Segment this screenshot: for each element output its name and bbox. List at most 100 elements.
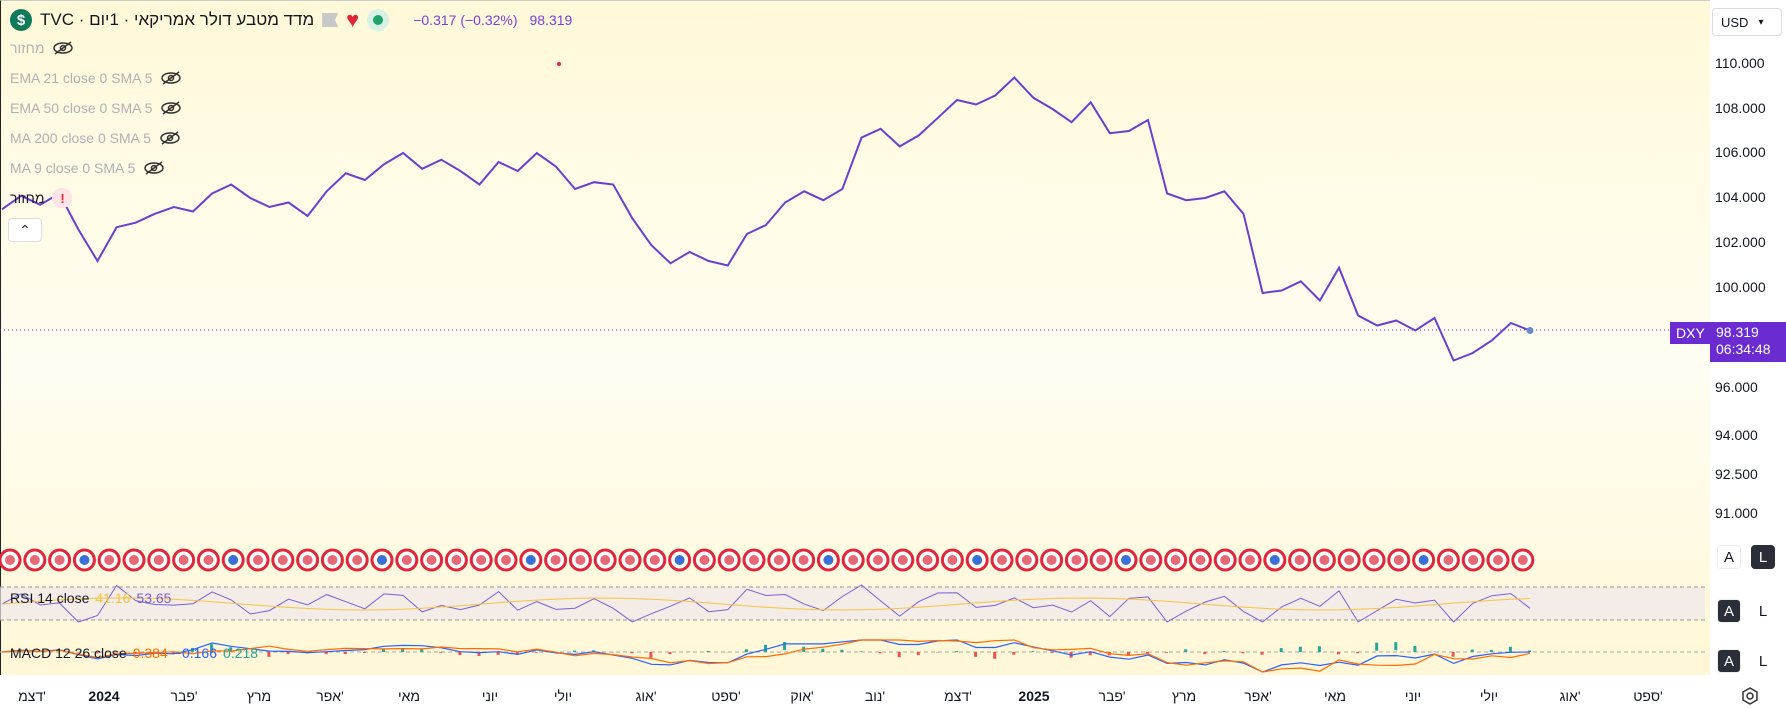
macd-histogram-bar [1146, 652, 1149, 654]
flag-icon[interactable] [322, 13, 339, 27]
macd-histogram-bar [1012, 652, 1016, 655]
event-flag-inner [1145, 555, 1156, 565]
eye-hidden-icon[interactable] [160, 70, 182, 86]
macd-legend[interactable]: MACD 12 26 close 0.384 −0.166 0.218 [10, 645, 258, 661]
event-flag-inner [699, 555, 710, 565]
log-scale-button[interactable]: L [1751, 545, 1775, 569]
macd-histogram-bar [878, 652, 882, 654]
event-flag-inner [5, 555, 15, 565]
macd-histogram-bar [1394, 642, 1398, 651]
time-axis-label: ספט' [711, 688, 741, 704]
event-flag-inner [1046, 555, 1057, 565]
rsi-legend[interactable]: RSI 14 close 41.16 53.65 [10, 590, 171, 606]
time-axis-label: יולי [553, 688, 573, 704]
indicator-row-ema50[interactable]: EMA 50 close 0 SMA 5 [10, 100, 182, 116]
price-axis-label: 110.000 [1715, 55, 1765, 71]
indicator-row-ema21[interactable]: EMA 21 close 0 SMA 5 [10, 70, 182, 86]
event-flag-inner [501, 555, 511, 565]
macd-histogram-bar [324, 652, 328, 655]
macd-histogram-bar [744, 649, 748, 652]
macd-histogram-bar [477, 652, 481, 656]
event-flag-inner [798, 555, 809, 565]
eye-hidden-icon[interactable] [52, 40, 74, 56]
macd-histogram-bar [496, 652, 500, 655]
macd-histogram-bar [267, 652, 271, 657]
event-flag-inner [451, 555, 462, 565]
macd-histogram-bar [897, 652, 901, 658]
volume-warning-row[interactable]: מחזור ! [10, 188, 73, 208]
event-flag-inner [674, 555, 685, 565]
event-flag-inner [277, 555, 288, 565]
rsi-log-scale-button[interactable]: L [1751, 599, 1775, 623]
symbol-title[interactable]: מדד מטבע דולר אמריקאי · 1יום · TVC [40, 10, 315, 29]
event-flag-inner [1220, 555, 1231, 565]
price-tag: 98.319 06:34:48 [1710, 322, 1786, 362]
macd-histogram-bar [840, 649, 844, 652]
macd-histogram-bar [76, 652, 80, 653]
macd-log-scale-button[interactable]: L [1751, 649, 1775, 673]
market-status-icon[interactable] [367, 9, 390, 31]
macd-histogram-bar [573, 650, 576, 652]
time-axis-label: יולי [1479, 688, 1499, 704]
macd-histogram-bar [1279, 648, 1283, 652]
macd-histogram-bar [955, 651, 958, 652]
event-flag-inner [897, 555, 908, 565]
currency-select[interactable]: USD ▾ [1712, 8, 1782, 36]
event-flag-inner [104, 555, 115, 565]
event-flag-inner [327, 555, 338, 565]
rsi-value-1: 41.16 [95, 590, 131, 606]
macd-histogram-bar [229, 647, 233, 652]
event-flag-inner [1369, 555, 1379, 565]
dollar-icon[interactable]: $ [10, 9, 32, 31]
event-flag-inner [54, 555, 65, 565]
indicator-row-volume[interactable]: מחזור [10, 40, 74, 56]
macd-histogram-bar [382, 649, 385, 652]
macd-histogram-bar [1375, 642, 1379, 651]
time-axis-label: פבר' [170, 688, 198, 704]
indicator-row-ma200[interactable]: MA 200 close 0 SMA 5 [10, 130, 181, 146]
macd-line [1, 639, 1531, 673]
eye-hidden-icon[interactable] [160, 100, 182, 116]
time-axis-label: אפר' [1244, 688, 1272, 704]
event-flag-inner [1269, 555, 1280, 565]
rsi-line [1, 584, 1531, 623]
macd-histogram-bar [706, 650, 710, 652]
eye-hidden-icon[interactable] [143, 160, 165, 176]
macd-histogram-bar [1031, 651, 1035, 652]
time-axis-label: מאי [397, 688, 421, 704]
event-flag-inner [426, 555, 437, 565]
price-axis-label: 100.000 [1715, 279, 1766, 295]
rsi-auto-scale-button[interactable]: A [1717, 599, 1741, 623]
time-axis-label: יוני [1404, 688, 1422, 704]
auto-scale-button[interactable]: A [1717, 545, 1741, 569]
macd-value-3: 0.218 [222, 645, 259, 661]
time-axis-label: דצמ' [944, 688, 972, 704]
heart-icon[interactable]: ♥ [346, 7, 360, 32]
price-axis-label: 108.000 [1715, 100, 1766, 116]
event-flag-inner [377, 555, 387, 565]
event-flag-inner [1170, 555, 1181, 565]
macd-histogram-bar [1260, 652, 1264, 655]
indicator-row-ma9[interactable]: MA 9 close 0 SMA 5 [10, 160, 165, 176]
settings-icon[interactable] [1740, 686, 1760, 706]
eye-hidden-icon[interactable] [159, 130, 181, 146]
macd-histogram-bar [783, 641, 787, 650]
macd-label: MACD 12 26 close [10, 645, 127, 661]
event-flag-inner [129, 555, 139, 565]
warning-icon[interactable]: ! [52, 188, 73, 208]
collapse-legend-button[interactable]: ⌃ [8, 218, 42, 242]
time-axis-label: יוני [481, 688, 499, 704]
time-axis-label: 2025 [1018, 688, 1050, 704]
macd-histogram-bar [1489, 649, 1493, 652]
macd-histogram-bar [592, 650, 596, 652]
indicator-label: מחזור [10, 40, 45, 56]
macd-auto-scale-button[interactable]: A [1717, 649, 1741, 673]
event-flag-inner [1443, 555, 1454, 565]
macd-histogram-bar [993, 652, 997, 659]
macd-histogram-bar [1222, 650, 1226, 652]
macd-histogram-bar [1317, 646, 1321, 652]
macd-histogram-bar [1298, 646, 1302, 652]
symbol-tag: DXY [1670, 322, 1711, 344]
volume-label: מחזור [10, 190, 45, 206]
